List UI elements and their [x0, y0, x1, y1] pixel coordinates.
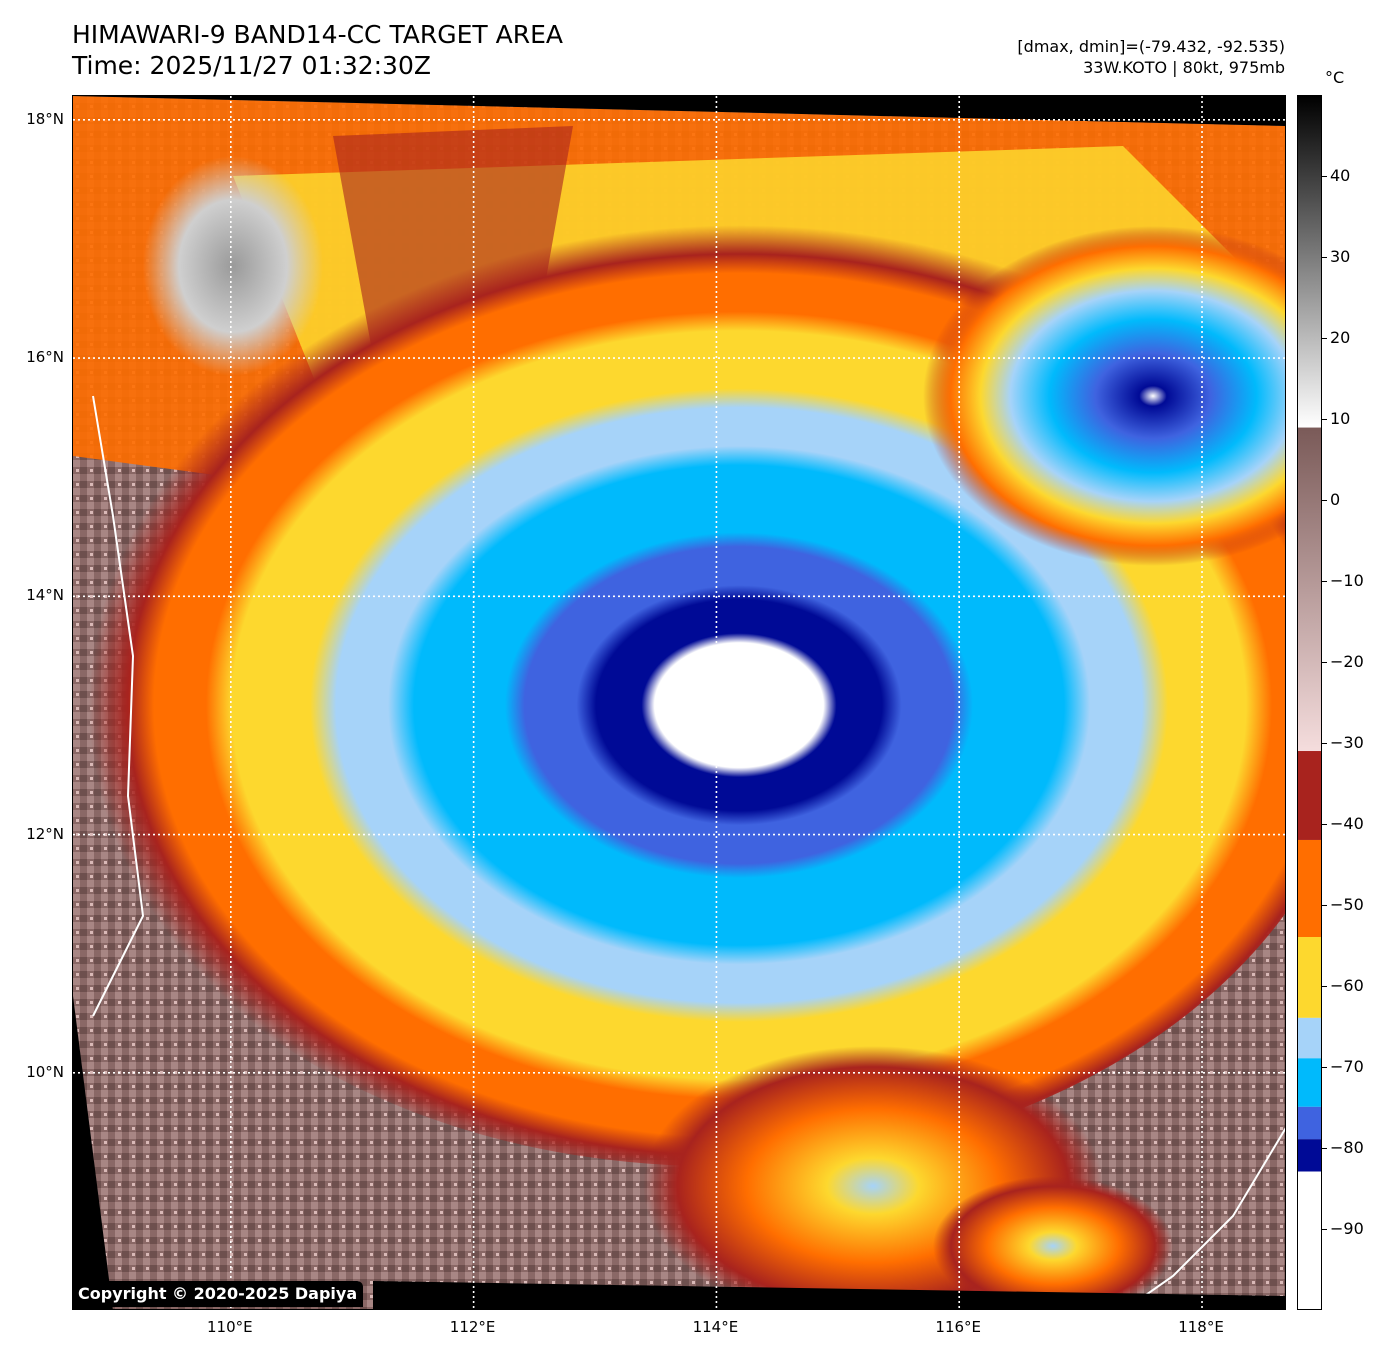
colorbar-tick-label: 20	[1330, 328, 1351, 347]
lat-tick-label: 16°N	[26, 348, 64, 367]
lat-tick-label: 14°N	[26, 586, 64, 605]
colorbar-tick-label: −40	[1330, 814, 1364, 833]
colorbar-band	[1298, 839, 1321, 938]
lon-tick-label: 114°E	[692, 1318, 739, 1336]
lon-tick-label: 116°E	[935, 1318, 982, 1336]
colorbar-tick-label: −20	[1330, 652, 1364, 671]
colorbar-tick-label: −10	[1330, 571, 1364, 590]
storm-info: 33W.KOTO | 80kt, 975mb	[1083, 58, 1285, 77]
colorbar-tick-label: −60	[1330, 976, 1364, 995]
colorbar-band	[1298, 96, 1321, 428]
lon-tick-label: 118°E	[1178, 1318, 1224, 1336]
colorbar-tick-mark	[1322, 824, 1327, 825]
colorbar-band	[1298, 1139, 1321, 1172]
lat-tick-label: 12°N	[26, 824, 64, 843]
colorbar-band	[1298, 937, 1321, 1018]
copyright-notice: Copyright © 2020-2025 Dapiya	[72, 1281, 364, 1307]
colorbar-tick-mark	[1322, 1148, 1327, 1149]
colorbar-tick-mark	[1322, 500, 1327, 501]
colorbar-tick-mark	[1322, 176, 1327, 177]
colorbar-tick-label: 10	[1330, 409, 1351, 428]
lon-tick-label: 110°E	[207, 1318, 253, 1336]
temperature-colorbar	[1297, 95, 1322, 1310]
colorbar-tick-mark	[1322, 986, 1327, 987]
colorbar-tick-label: −70	[1330, 1057, 1364, 1076]
colorbar-tick-mark	[1322, 581, 1327, 582]
colorbar-tick-mark	[1322, 338, 1327, 339]
colorbar-tick-label: −50	[1330, 895, 1364, 914]
colorbar-tick-label: −80	[1330, 1138, 1364, 1157]
colorbar-tick-mark	[1322, 905, 1327, 906]
colorbar-tick-label: 40	[1330, 166, 1351, 185]
colorbar-tick-label: 0	[1330, 490, 1341, 509]
colorbar-unit: °C	[1325, 68, 1345, 87]
colorbar-band	[1298, 751, 1321, 840]
colorbar-band	[1298, 1017, 1321, 1059]
grid-lines	[73, 96, 1285, 1309]
image-title: HIMAWARI-9 BAND14-CC TARGET AREA	[72, 20, 564, 49]
colorbar-tick-label: −90	[1330, 1219, 1364, 1238]
colorbar-tick-label: 30	[1330, 247, 1351, 266]
satellite-map	[72, 95, 1286, 1310]
colorbar-tick-mark	[1322, 1067, 1327, 1068]
colorbar-tick-mark	[1322, 257, 1327, 258]
colorbar-band	[1298, 427, 1321, 752]
satellite-imagery	[73, 96, 1285, 1309]
colorbar-band	[1298, 1171, 1321, 1309]
colorbar-band	[1298, 1106, 1321, 1140]
lat-tick-label: 10°N	[26, 1062, 64, 1081]
colorbar-tick-mark	[1322, 662, 1327, 663]
image-time: Time: 2025/11/27 01:32:30Z	[72, 51, 431, 80]
dmax-dmin-range: [dmax, dmin]=(-79.432, -92.535)	[1017, 37, 1285, 56]
colorbar-tick-label: −30	[1330, 733, 1364, 752]
colorbar-band	[1298, 1058, 1321, 1107]
lon-tick-label: 112°E	[449, 1318, 496, 1336]
colorbar-tick-mark	[1322, 419, 1327, 420]
colorbar-tick-mark	[1322, 1229, 1327, 1230]
lat-tick-label: 18°N	[26, 109, 64, 128]
colorbar-tick-mark	[1322, 743, 1327, 744]
